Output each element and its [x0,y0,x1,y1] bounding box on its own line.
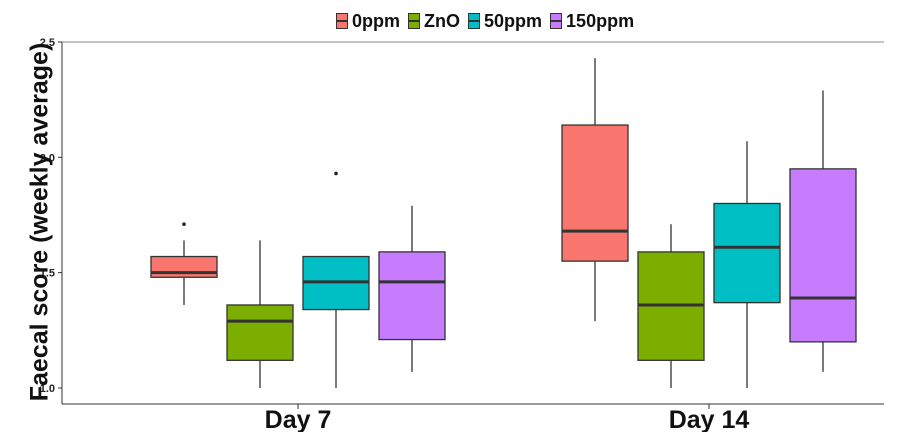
boxes [150,58,857,388]
y-tick-label: 2.0 [40,152,55,164]
box-body [226,304,294,361]
legend-item: ZnO [408,11,460,32]
legend-item: 0ppm [336,11,400,32]
legend-item: 50ppm [468,11,542,32]
legend-label: 0ppm [352,10,401,31]
y-ticks: 1.0 1.5 2.0 2.5 [40,37,62,395]
legend: 0ppm ZnO 50ppm 150ppm [336,8,634,34]
y-tick-label: 1.0 [40,383,55,395]
box-body [789,168,857,343]
legend-key [408,13,421,29]
legend-label: ZnO [424,10,461,31]
box-150ppm-day-7 [378,205,446,372]
legend-key [468,13,481,29]
box-150ppm-day-14 [789,90,857,372]
box-body [378,251,446,341]
box-0ppm-day-14 [561,58,629,322]
legend-label: 50ppm [484,10,543,31]
legend-key [336,13,348,29]
x-tick-label: Day 7 [265,406,332,432]
box-ZnO-day-14 [637,224,705,388]
y-axis-label: Faecal score (weekly average) [25,42,54,402]
box-50ppm-day-14 [713,141,781,388]
box-ZnO-day-7 [226,240,294,388]
box-0ppm-day-7 [150,222,218,305]
y-tick-label: 2.5 [40,37,55,49]
outlier-point [334,171,338,176]
x-ticks: Day 7 Day 14 [265,404,750,432]
box-body [713,202,781,304]
outlier-point [182,222,186,227]
box-body [561,124,629,262]
legend-key [550,13,563,29]
x-tick-label: Day 14 [669,406,750,432]
legend-item: 150ppm [550,11,634,32]
legend-label: 150ppm [566,10,635,31]
box-50ppm-day-7 [302,171,370,388]
y-tick-label: 1.5 [40,268,55,280]
